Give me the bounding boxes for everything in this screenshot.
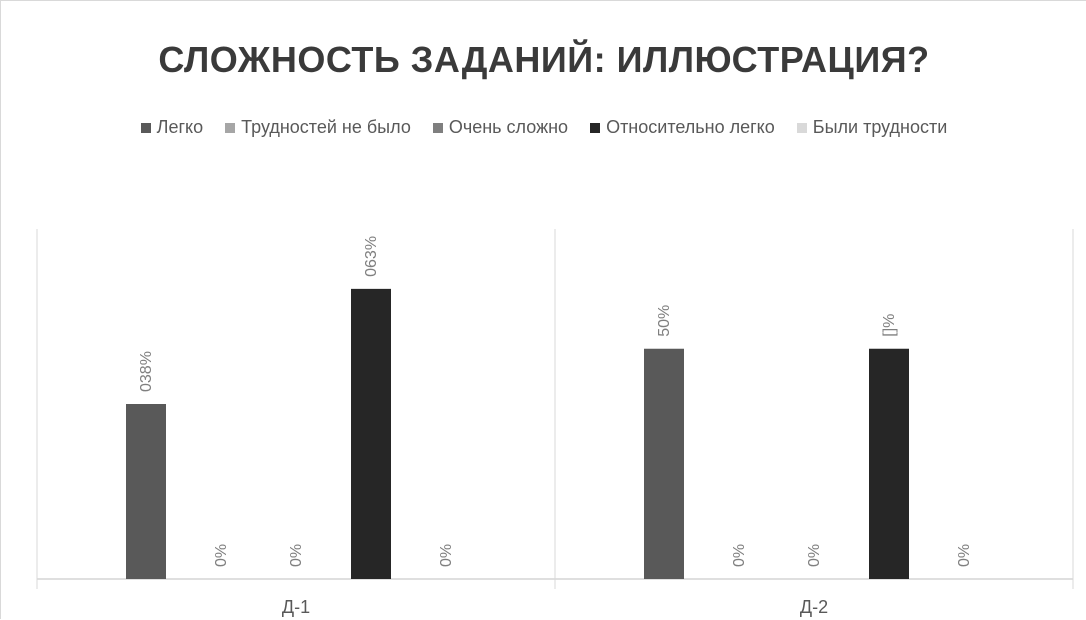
legend-item-ochen-slozhno: Очень сложно [432, 117, 569, 138]
legend-label: Относительно легко [606, 117, 775, 137]
bar [351, 288, 391, 579]
legend-label: Очень сложно [448, 117, 569, 137]
bar-data-label: 0% [288, 544, 305, 567]
legend-swatch [796, 122, 807, 133]
bar [869, 348, 909, 579]
legend-swatch [225, 122, 236, 133]
legend-swatch [432, 122, 443, 133]
category-label: Д-2 [800, 597, 828, 617]
bar-data-label: 0% [731, 544, 748, 567]
legend-swatch [140, 122, 151, 133]
legend-label: Трудностей не было [241, 117, 411, 137]
legend-item-otnositelno-legko: Относительно легко [590, 117, 775, 138]
bar [126, 404, 166, 579]
bar-data-label: 038% [138, 351, 155, 392]
legend-swatch [590, 122, 601, 133]
legend-item-legko: Легко [140, 117, 204, 138]
bar-data-label: 0% [438, 544, 455, 567]
bar-data-label: 0% [806, 544, 823, 567]
legend-item-trudnostey-ne-bylo: Трудностей не было [225, 117, 411, 138]
bar-data-label: 0% [213, 544, 230, 567]
legend: Легко Трудностей не было Очень сложно От… [1, 117, 1086, 138]
legend-item-byli-trudnosti: Были трудности [796, 117, 948, 138]
bar-data-label: 50% [656, 305, 673, 337]
bar-data-label: 0% [956, 544, 973, 567]
bar-data-label: 063% [363, 236, 380, 277]
legend-label: Были трудности [812, 117, 948, 137]
category-label: Д-1 [282, 597, 310, 617]
chart-title: СЛОЖНОСТЬ ЗАДАНИЙ: ИЛЛЮСТРАЦИЯ? [158, 39, 930, 80]
legend-label: Легко [156, 117, 204, 137]
bar [644, 348, 684, 579]
bar-data-label: []% [881, 314, 898, 337]
